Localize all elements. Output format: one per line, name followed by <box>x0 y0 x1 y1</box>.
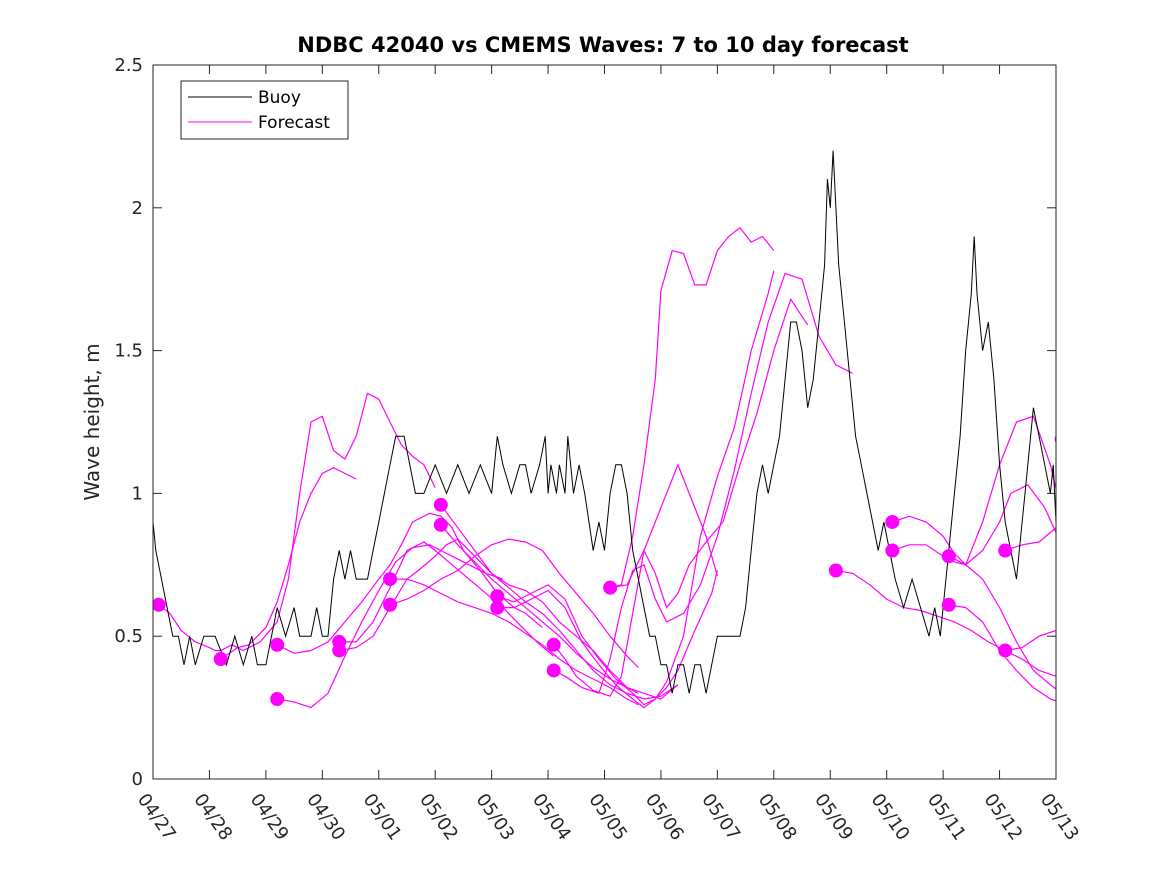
x-tick-label: 05/11 <box>923 790 970 845</box>
forecast-start-marker <box>885 543 900 558</box>
y-tick-label: 1 <box>132 483 143 504</box>
legend-forecast-label: Forecast <box>258 113 330 133</box>
x-tick-label: 05/03 <box>472 790 519 845</box>
x-tick-label: 04/28 <box>189 790 236 845</box>
forecast-start-marker <box>998 643 1013 658</box>
forecast-line <box>339 541 555 657</box>
y-axis-label: Wave height, m <box>80 343 104 500</box>
x-tick-label: 05/04 <box>528 790 575 845</box>
forecast-line <box>497 570 718 706</box>
legend-buoy-label: Buoy <box>258 88 301 108</box>
forecast-line <box>497 270 775 709</box>
forecast-line <box>220 467 357 660</box>
forecast-line <box>440 504 679 700</box>
forecast-line <box>892 484 1056 566</box>
forecast-line <box>948 555 1056 690</box>
forecast-start-marker <box>332 643 347 658</box>
x-tick-label: 05/10 <box>867 790 914 845</box>
x-tick-label: 04/30 <box>302 790 349 845</box>
forecast-line <box>389 538 639 669</box>
forecast-line <box>1062 439 1167 622</box>
forecast-line <box>553 297 809 697</box>
y-tick-label: 2.5 <box>114 55 143 76</box>
x-tick-label: 05/08 <box>754 790 801 845</box>
x-tick-label: 04/29 <box>246 790 293 845</box>
x-tick-label: 05/09 <box>810 790 857 845</box>
forecast-start-marker <box>603 580 618 595</box>
x-axis-ticks: 04/27 04/28 04/29 04/30 05/01 05/02 05/03 05/04… <box>133 65 1083 844</box>
forecast-line <box>610 463 718 589</box>
forecast-start-marker <box>490 600 505 615</box>
forecast-line <box>1005 527 1056 552</box>
x-tick-label: 05/07 <box>697 790 744 845</box>
forecast-start-marker <box>1054 434 1056 444</box>
chart-title: NDBC 42040 vs CMEMS Waves: 7 to 10 day f… <box>297 33 908 57</box>
forecast-line <box>440 524 679 700</box>
y-tick-label: 1.5 <box>114 341 143 362</box>
x-tick-label: 05/06 <box>641 790 688 845</box>
forecast-start-marker <box>546 663 561 678</box>
forecast-start-marker <box>213 652 228 667</box>
forecast-line <box>158 392 436 652</box>
forecast-line <box>609 226 775 589</box>
forecast-start-marker <box>941 549 956 564</box>
y-tick-label: 2 <box>132 198 143 219</box>
forecast-line <box>553 272 854 695</box>
x-tick-label: 04/27 <box>133 790 180 845</box>
y-tick-label: 0.5 <box>114 626 143 647</box>
forecast-line <box>948 604 1056 702</box>
forecast-start-marker <box>153 597 166 612</box>
series-layer <box>153 150 1167 709</box>
plot-area <box>153 150 1167 709</box>
x-tick-label: 05/05 <box>584 790 631 845</box>
x-tick-label: 05/13 <box>1036 790 1083 845</box>
forecast-start-marker <box>433 497 448 512</box>
forecast-line <box>277 544 504 709</box>
legend: Buoy Forecast <box>180 80 349 140</box>
forecast-line <box>1005 629 1056 652</box>
x-tick-label: 05/01 <box>359 790 406 845</box>
forecast-start-marker <box>433 517 448 532</box>
forecast-start-marker <box>828 563 843 578</box>
buoy-line <box>153 150 1056 694</box>
forecast-start-marker <box>941 597 956 612</box>
y-axis-ticks: 0 0.5 1 1.5 2 2.5 <box>114 55 1056 790</box>
forecast-line <box>892 415 1056 566</box>
x-tick-label: 05/12 <box>979 790 1026 845</box>
forecast-start-marker <box>383 572 398 587</box>
forecast-start-marker <box>885 514 900 529</box>
y-tick-label: 0 <box>132 769 143 790</box>
legend-box <box>180 80 349 140</box>
forecast-start-marker <box>270 637 285 652</box>
x-tick-label: 05/02 <box>415 790 462 845</box>
forecast-start-marker <box>546 637 561 652</box>
forecast-start-marker <box>998 543 1013 558</box>
forecast-start-marker <box>490 589 505 604</box>
forecast-line <box>835 569 1056 677</box>
forecast-start-marker <box>383 597 398 612</box>
forecast-start-marker <box>270 692 285 707</box>
